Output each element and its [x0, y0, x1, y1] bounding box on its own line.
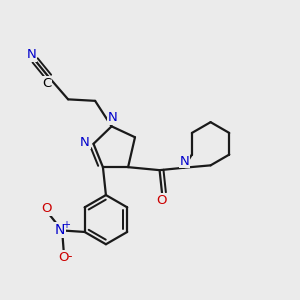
Text: O: O [157, 194, 167, 207]
Text: N: N [55, 223, 65, 237]
Text: O: O [58, 251, 68, 264]
Text: C: C [43, 77, 52, 90]
Text: N: N [80, 136, 90, 149]
Text: -: - [68, 250, 72, 263]
Text: N: N [180, 155, 189, 168]
Text: O: O [41, 202, 52, 215]
Text: N: N [27, 48, 36, 61]
Text: +: + [62, 220, 70, 230]
Text: N: N [107, 111, 117, 124]
